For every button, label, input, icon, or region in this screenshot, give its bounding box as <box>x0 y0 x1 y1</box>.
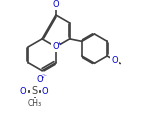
Text: O: O <box>53 42 59 51</box>
Text: O: O <box>111 56 118 65</box>
Text: +: + <box>57 41 62 46</box>
Text: O: O <box>53 0 59 9</box>
Text: O: O <box>36 75 43 84</box>
Text: O: O <box>20 87 26 96</box>
Text: O: O <box>42 87 48 96</box>
Text: S: S <box>32 86 38 96</box>
Text: ⁻: ⁻ <box>42 74 45 79</box>
Text: CH₃: CH₃ <box>28 99 42 108</box>
Text: •⁻: •⁻ <box>40 75 47 80</box>
